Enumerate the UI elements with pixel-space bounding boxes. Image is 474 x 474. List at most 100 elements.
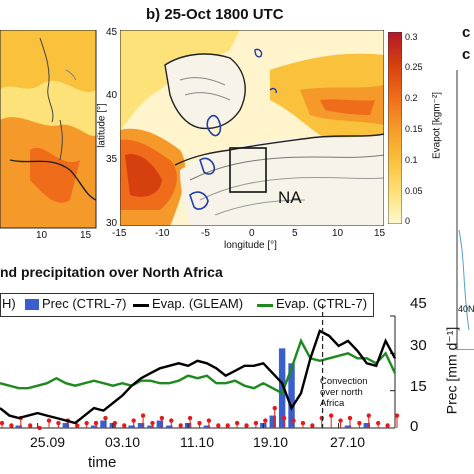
stem-dot	[28, 423, 33, 428]
ts-xtick-1: 03.10	[105, 434, 141, 450]
stem-dot	[272, 405, 277, 411]
panel-b-xtick-10: 10	[332, 228, 344, 239]
prec-bar	[203, 425, 211, 428]
stem-dot	[169, 418, 174, 423]
panel-b-xtick--5: -5	[201, 228, 210, 239]
prec-bar	[269, 415, 276, 428]
stem-dot	[310, 423, 315, 428]
annotation-line-3: Africa	[320, 398, 345, 409]
ts-xtick-3: 19.10	[253, 434, 289, 450]
ts-xtick-4: 27.10	[330, 434, 366, 450]
stem-dot	[131, 418, 136, 423]
panel-b-xtick--10: -10	[155, 228, 170, 239]
stem-dot	[319, 415, 324, 421]
stem-dot	[75, 423, 80, 428]
legend-gleam-line	[133, 304, 149, 307]
colorbar-tick-3: 0.15	[405, 124, 423, 134]
legend-gleam-label: Evap. (GLEAM)	[152, 296, 244, 311]
colorbar-tick-5: 0.05	[405, 186, 423, 196]
prec-bar	[100, 420, 107, 428]
prec-bar	[137, 423, 145, 428]
prec-bar	[344, 425, 352, 428]
panel-b-map-svg	[119, 29, 385, 227]
left-map-xtick-15: 15	[80, 230, 92, 241]
panel-b-ytick-30: 30	[106, 218, 118, 229]
stem-dot	[140, 413, 146, 418]
stem-dot	[291, 418, 296, 423]
panel-b-xtick-5: 5	[292, 228, 298, 239]
prec-bar	[90, 425, 98, 428]
stem-dot	[37, 425, 42, 431]
stem-dot	[84, 420, 89, 426]
prec-bar	[128, 425, 135, 428]
ts-ytick-0: 0	[410, 418, 419, 435]
prec-bar	[156, 420, 164, 428]
ts-right-axis-label: Prec [mm d⁻¹]	[443, 326, 460, 415]
stem-dot	[197, 420, 202, 426]
stem-dot	[159, 415, 165, 421]
ts-ytick-15: 15	[410, 378, 427, 395]
stem-dot	[150, 420, 155, 426]
timeseries-title: nd precipitation over North Africa	[0, 264, 223, 280]
colorbar-tick-6: 0	[405, 216, 411, 226]
left-map-svg	[0, 29, 97, 229]
stem-dot	[281, 415, 287, 421]
legend-partial-label: H)	[2, 296, 16, 311]
stem-dot	[206, 418, 212, 423]
colorbar-tick-1: 0.25	[405, 62, 423, 72]
prec-bar	[15, 425, 23, 428]
legend-ctrl-line	[257, 304, 273, 307]
stem-dot	[338, 418, 343, 423]
ts-ytick-45: 45	[410, 295, 427, 312]
panel-b-xtick-0: 0	[249, 228, 255, 239]
stem-dot	[244, 423, 249, 428]
panel-b-title: b) 25-Oct 1800 UTC	[146, 6, 284, 23]
legend-prec-swatch	[25, 299, 39, 310]
stem-dot	[46, 418, 52, 423]
colorbar-tick-0: 0.3	[405, 32, 418, 42]
prec-bar	[278, 348, 286, 428]
panel-b-ytick-35: 35	[106, 154, 118, 165]
colorbar-label: Evapot [kgm⁻²]	[431, 92, 443, 159]
left-map-xtick-10: 10	[36, 230, 48, 241]
evap-gleam-line	[0, 329, 397, 425]
colorbar-svg	[387, 31, 403, 225]
stem-dot	[178, 423, 183, 428]
panel-b-xtick--15: -15	[112, 228, 127, 239]
colorbar-tick-4: 0.1	[405, 155, 418, 165]
stem-dot	[9, 423, 14, 428]
stem-dot	[375, 420, 381, 426]
timeseries-plot	[0, 304, 400, 431]
panel-b-xtick-15: 15	[374, 228, 386, 239]
left-map-panel: 10 15	[0, 29, 100, 241]
stem-dot	[357, 420, 362, 426]
stem-dot	[187, 415, 193, 421]
colorbar	[387, 31, 403, 225]
stem-dot	[122, 423, 127, 428]
stem-dot	[112, 420, 118, 426]
stem-dot	[263, 418, 268, 423]
stem-dot	[216, 423, 221, 428]
panel-b-map: NA	[119, 29, 385, 227]
panel-c-frame	[455, 70, 474, 351]
ts-ytick-30: 30	[410, 337, 427, 354]
annotation-line-2: over north	[320, 387, 363, 398]
ts-xtick-2: 11.10	[180, 434, 214, 450]
panel-b-ytick-45: 45	[106, 27, 118, 38]
prec-bar	[166, 425, 173, 428]
stem-dot	[234, 420, 240, 426]
colorbar-tick-2: 0.2	[405, 93, 418, 103]
stem-dot	[300, 420, 306, 426]
stem-dot	[56, 420, 61, 426]
panel-b-xlabel: longitude [°]	[224, 240, 277, 251]
stem-dot	[385, 423, 390, 428]
prec-bar	[62, 423, 70, 428]
annotation-line-1: Convection	[320, 376, 368, 387]
na-box-label: NA	[278, 188, 302, 207]
ts-xlabel: time	[88, 454, 117, 471]
stem-dot	[366, 413, 371, 418]
stem-dot	[225, 423, 230, 428]
stem-dot	[0, 420, 5, 426]
stem-dot	[93, 420, 99, 426]
legend-ctrl-label: Evap. (CTRL-7)	[276, 296, 368, 311]
